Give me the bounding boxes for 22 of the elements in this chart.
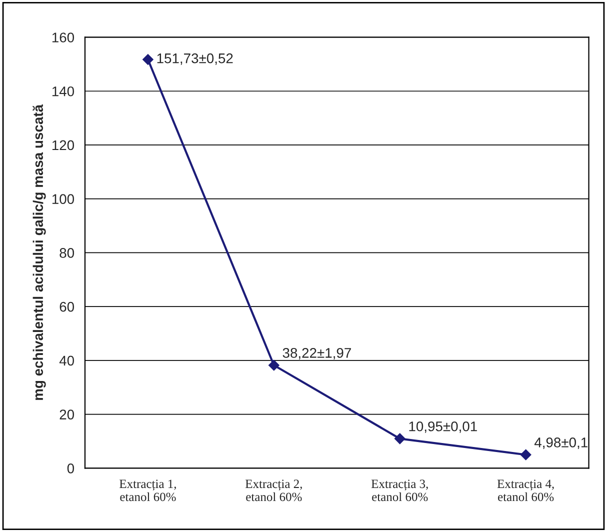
y-tick-label: 60 [60, 302, 74, 312]
y-tick-label: 120 [52, 140, 74, 150]
y-axis-title: mg echivalentul acidului galic/g masa uscată [32, 104, 46, 400]
y-tick-label: 140 [52, 86, 74, 96]
y-tick-label: 0 [67, 463, 74, 474]
x-tick-label: Extracția 2, etanol 60% [245, 480, 302, 502]
point [520, 449, 532, 460]
point [394, 433, 406, 444]
y-tick-label: 160 [52, 32, 74, 42]
y-tick-label: 100 [52, 194, 74, 204]
y-tick-label: 20 [60, 410, 74, 420]
y-tick-label: 40 [59, 356, 74, 366]
data-label: 10,95±0,01 [409, 421, 477, 433]
x-tick-label: Extracția 3, etanol 60% [371, 480, 428, 502]
y-tick-label: 80 [60, 248, 74, 258]
x-tick-label: Extracția 1, etanol 60% [120, 480, 176, 502]
point [268, 360, 280, 371]
point [142, 54, 154, 65]
data-label: 151,73±0,52 [157, 53, 233, 65]
data-label: 38,22±1,97 [282, 348, 351, 360]
x-tick-label: Extracția 4, etanol 60% [497, 480, 554, 502]
data-label: 4,98±0,1 [534, 438, 588, 450]
